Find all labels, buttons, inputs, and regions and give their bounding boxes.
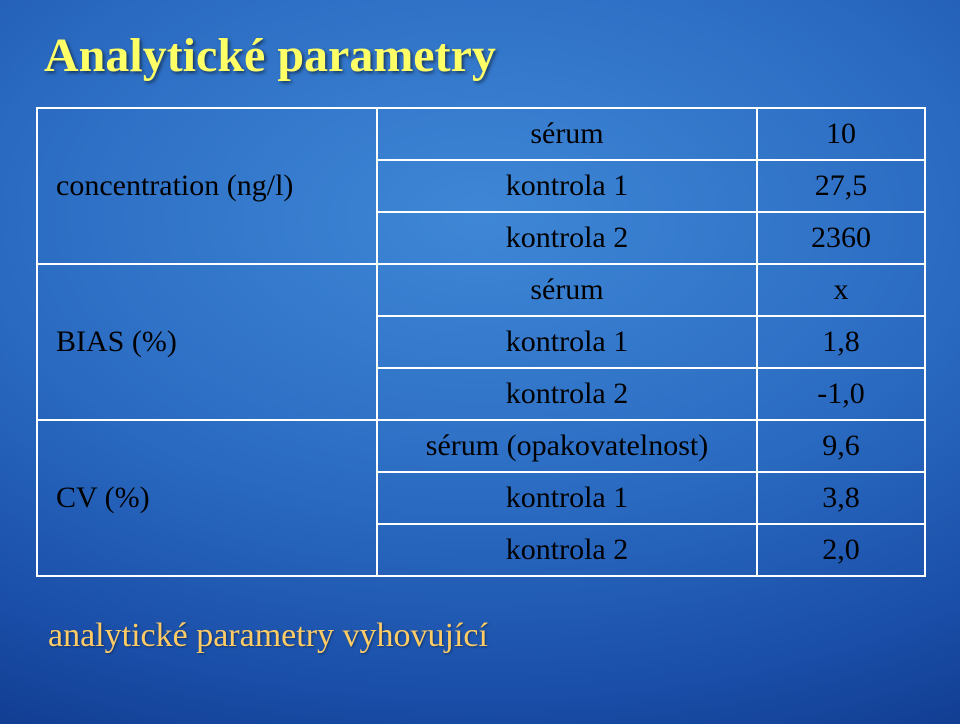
slide-title: Analytické parametry bbox=[44, 28, 924, 83]
value-cell: 10 bbox=[757, 108, 925, 160]
value-cell: 9,6 bbox=[757, 420, 925, 472]
parameters-table: concentration (ng/l) sérum 10 kontrola 1… bbox=[36, 107, 926, 577]
value-cell: 27,5 bbox=[757, 160, 925, 212]
item-cell: kontrola 2 bbox=[377, 524, 757, 576]
item-cell: kontrola 2 bbox=[377, 212, 757, 264]
item-cell: kontrola 2 bbox=[377, 368, 757, 420]
table-row: BIAS (%) sérum x bbox=[37, 264, 925, 316]
item-cell: sérum (opakovatelnost) bbox=[377, 420, 757, 472]
value-cell: -1,0 bbox=[757, 368, 925, 420]
item-cell: kontrola 1 bbox=[377, 472, 757, 524]
row-group-label: concentration (ng/l) bbox=[37, 108, 377, 264]
item-cell: sérum bbox=[377, 108, 757, 160]
table-row: CV (%) sérum (opakovatelnost) 9,6 bbox=[37, 420, 925, 472]
value-cell: x bbox=[757, 264, 925, 316]
item-cell: kontrola 1 bbox=[377, 316, 757, 368]
value-cell: 2360 bbox=[757, 212, 925, 264]
value-cell: 3,8 bbox=[757, 472, 925, 524]
item-cell: sérum bbox=[377, 264, 757, 316]
row-group-label: CV (%) bbox=[37, 420, 377, 576]
row-group-label: BIAS (%) bbox=[37, 264, 377, 420]
table-row: concentration (ng/l) sérum 10 bbox=[37, 108, 925, 160]
footer-note: analytické parametry vyhovující bbox=[48, 617, 924, 655]
value-cell: 2,0 bbox=[757, 524, 925, 576]
slide: Analytické parametry concentration (ng/l… bbox=[0, 0, 960, 724]
value-cell: 1,8 bbox=[757, 316, 925, 368]
item-cell: kontrola 1 bbox=[377, 160, 757, 212]
